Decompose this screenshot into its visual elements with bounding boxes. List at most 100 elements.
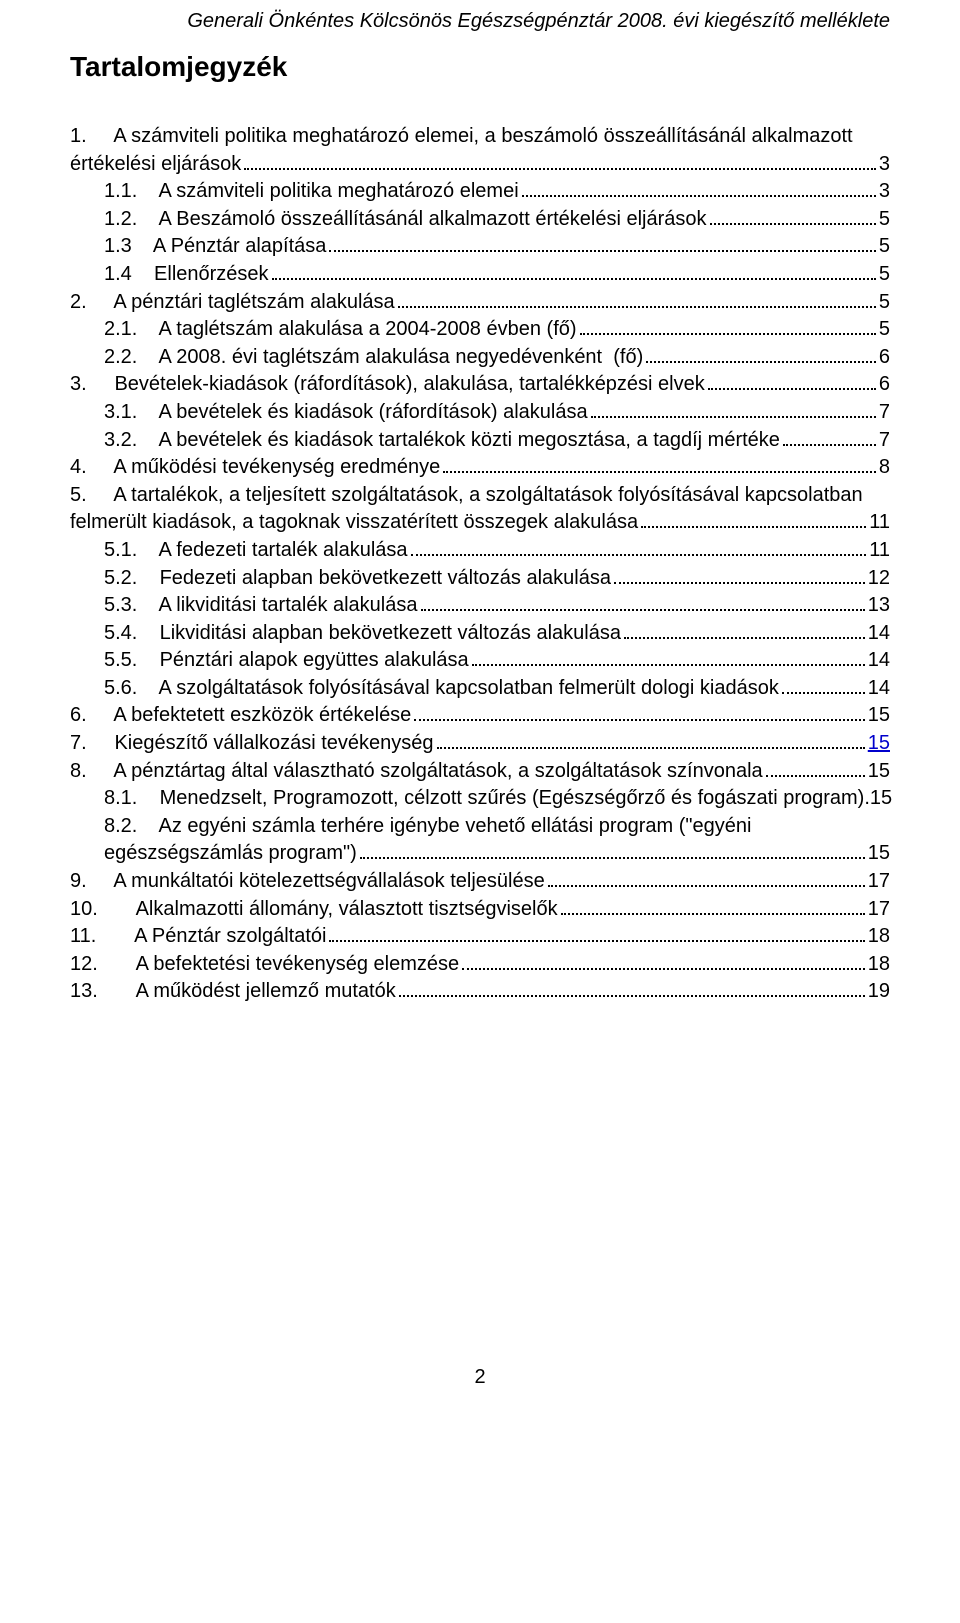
toc-entry-page: 18 — [868, 923, 890, 951]
toc-entry: 1.3 A Pénztár alapítása5 — [70, 233, 890, 261]
toc-entry: 2.1. A taglétszám alakulása a 2004-2008 … — [70, 316, 890, 344]
toc-entry-page: 5 — [879, 261, 890, 289]
toc-entry-label: 8.1. Menedzselt, Programozott, célzott s… — [104, 785, 870, 813]
toc-entry-page: 3 — [879, 151, 890, 179]
toc-leader-dots — [398, 306, 876, 308]
toc-entry-label: 8.2. Az egyéni számla terhére igénybe ve… — [104, 813, 890, 841]
toc-entry-page: 12 — [868, 565, 890, 593]
table-of-contents: 1. A számviteli politika meghatározó ele… — [70, 123, 890, 1006]
toc-entry-label: 1.1. A számviteli politika meghatározó e… — [104, 178, 519, 206]
toc-entry: 3.2. A bevételek és kiadások tartalékok … — [70, 427, 890, 455]
page-number: 2 — [70, 1366, 890, 1389]
toc-entry-label: 7. Kiegészítő vállalkozási tevékenység — [70, 730, 434, 758]
toc-entry: 2.2. A 2008. évi taglétszám alakulása ne… — [70, 344, 890, 372]
toc-leader-dots — [472, 664, 865, 666]
toc-entry: 1. A számviteli politika meghatározó ele… — [70, 123, 890, 178]
toc-entry-page: 14 — [868, 620, 890, 648]
toc-entry-page: 17 — [868, 896, 890, 924]
toc-leader-dots — [360, 857, 865, 859]
toc-entry-label: 3.1. A bevételek és kiadások (ráfordítás… — [104, 399, 588, 427]
toc-entry: 6. A befektetett eszközök értékelése 15 — [70, 702, 890, 730]
toc-entry-label: 5.4. Likviditási alapban bekövetkezett v… — [104, 620, 621, 648]
toc-leader-dots — [591, 416, 876, 418]
toc-leader-dots — [580, 333, 876, 335]
toc-entry: 3.1. A bevételek és kiadások (ráfordítás… — [70, 399, 890, 427]
toc-entry-page: 6 — [879, 371, 890, 399]
toc-entry-label: 9. A munkáltatói kötelezettségvállalások… — [70, 868, 545, 896]
toc-entry: 4. A működési tevékenység eredménye 8 — [70, 454, 890, 482]
toc-entry: 13. A működést jellemző mutatók19 — [70, 978, 890, 1006]
toc-entry: 5. A tartalékok, a teljesített szolgálta… — [70, 482, 890, 537]
toc-entry: 5.3. A likviditási tartalék alakulása13 — [70, 592, 890, 620]
toc-leader-dots — [522, 195, 876, 197]
toc-entry: 5.1. A fedezeti tartalék alakulása 11 — [70, 537, 890, 565]
toc-entry: 1.2. A Beszámoló összeállításánál alkalm… — [70, 206, 890, 234]
toc-entry-page: 5 — [879, 206, 890, 234]
toc-entry-label: 4. A működési tevékenység eredménye — [70, 454, 440, 482]
toc-entry-label: 10. Alkalmazotti állomány, választott ti… — [70, 896, 558, 924]
toc-entry-page: 5 — [879, 316, 890, 344]
toc-entry-page: 11 — [869, 537, 890, 565]
toc-entry-label: 5.5. Pénztári alapok együttes alakulása — [104, 647, 469, 675]
toc-entry: 10. Alkalmazotti állomány, választott ti… — [70, 896, 890, 924]
toc-entry-label: 1.4 Ellenőrzések — [104, 261, 269, 289]
toc-entry-page: 3 — [879, 178, 890, 206]
toc-entry-label: 2.1. A taglétszám alakulása a 2004-2008 … — [104, 316, 577, 344]
toc-leader-dots — [414, 719, 864, 721]
toc-entry-label: egészségszámlás program") — [104, 840, 357, 868]
toc-entry-page: 15 — [868, 758, 890, 786]
toc-leader-dots — [783, 444, 876, 446]
toc-entry-page: 5 — [879, 233, 890, 261]
toc-entry-label: értékelési eljárások — [70, 151, 241, 179]
toc-leader-dots — [766, 775, 865, 777]
toc-entry-page: 15 — [868, 840, 890, 868]
toc-entry-label: 5.6. A szolgáltatások folyósításával kap… — [104, 675, 779, 703]
toc-leader-dots — [272, 278, 876, 280]
toc-leader-dots — [437, 747, 865, 749]
toc-leader-dots — [782, 692, 865, 694]
toc-entry-label: 6. A befektetett eszközök értékelése — [70, 702, 411, 730]
toc-leader-dots — [710, 223, 876, 225]
toc-entry: 7. Kiegészítő vállalkozási tevékenység 15 — [70, 730, 890, 758]
toc-entry: 3. Bevételek-kiadások (ráfordítások), al… — [70, 371, 890, 399]
toc-entry-label: 3. Bevételek-kiadások (ráfordítások), al… — [70, 371, 705, 399]
toc-leader-dots — [421, 609, 865, 611]
toc-entry-page: 15 — [870, 785, 892, 813]
toc-entry: 5.2. Fedezeti alapban bekövetkezett vált… — [70, 565, 890, 593]
toc-entry-page: 5 — [879, 289, 890, 317]
toc-entry-label: 2.2. A 2008. évi taglétszám alakulása ne… — [104, 344, 643, 372]
toc-entry-label: 12. A befektetési tevékenység elemzése — [70, 951, 459, 979]
toc-entry-page[interactable]: 15 — [868, 730, 890, 758]
toc-entry-label: 3.2. A bevételek és kiadások tartalékok … — [104, 427, 780, 455]
page-title: Tartalomjegyzék — [70, 51, 890, 83]
toc-entry-label: 8. A pénztártag által választható szolgá… — [70, 758, 763, 786]
toc-leader-dots — [708, 388, 876, 390]
toc-entry: 5.5. Pénztári alapok együttes alakulása1… — [70, 647, 890, 675]
toc-entry-label: 5.2. Fedezeti alapban bekövetkezett vált… — [104, 565, 611, 593]
toc-entry: 2. A pénztári taglétszám alakulása5 — [70, 289, 890, 317]
document-header: Generali Önkéntes Kölcsönös Egészségpénz… — [70, 10, 890, 33]
toc-entry-page: 7 — [879, 399, 890, 427]
toc-leader-dots — [244, 168, 876, 170]
toc-entry-label: 5.1. A fedezeti tartalék alakulása — [104, 537, 408, 565]
toc-entry-page: 17 — [868, 868, 890, 896]
toc-entry: 8.2. Az egyéni számla terhére igénybe ve… — [70, 813, 890, 868]
toc-entry-label: 1. A számviteli politika meghatározó ele… — [70, 123, 890, 151]
toc-leader-dots — [462, 968, 865, 970]
toc-entry-page: 7 — [879, 427, 890, 455]
toc-leader-dots — [399, 995, 865, 997]
toc-entry: 8.1. Menedzselt, Programozott, célzott s… — [70, 785, 890, 813]
toc-entry: 1.4 Ellenőrzések 5 — [70, 261, 890, 289]
toc-entry-page: 11 — [869, 509, 890, 537]
toc-entry-page: 8 — [879, 454, 890, 482]
toc-entry: 5.6. A szolgáltatások folyósításával kap… — [70, 675, 890, 703]
toc-leader-dots — [646, 361, 876, 363]
toc-entry: 11. A Pénztár szolgáltatói18 — [70, 923, 890, 951]
toc-entry-page: 15 — [868, 702, 890, 730]
toc-entry: 5.4. Likviditási alapban bekövetkezett v… — [70, 620, 890, 648]
toc-entry-label: 1.2. A Beszámoló összeállításánál alkalm… — [104, 206, 707, 234]
toc-entry-label: 5. A tartalékok, a teljesített szolgálta… — [70, 482, 890, 510]
toc-entry: 8. A pénztártag által választható szolgá… — [70, 758, 890, 786]
toc-leader-dots — [561, 913, 865, 915]
toc-entry-label: felmerült kiadások, a tagoknak visszatér… — [70, 509, 638, 537]
